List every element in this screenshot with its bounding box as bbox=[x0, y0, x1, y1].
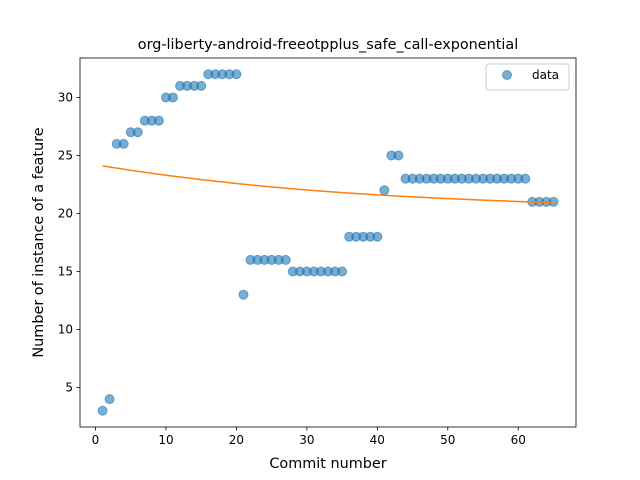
x-tick-label: 50 bbox=[440, 433, 455, 447]
legend-marker-data bbox=[502, 70, 512, 80]
data-point bbox=[168, 92, 178, 103]
data-point bbox=[372, 231, 383, 242]
data-point bbox=[196, 80, 207, 91]
data-point bbox=[280, 254, 291, 265]
data-point bbox=[231, 69, 242, 80]
data-point bbox=[379, 185, 390, 196]
y-tick-label: 15 bbox=[58, 265, 73, 279]
y-tick-label: 20 bbox=[58, 207, 73, 221]
plot-content bbox=[97, 69, 559, 416]
x-tick-label: 60 bbox=[511, 433, 526, 447]
data-point bbox=[104, 394, 115, 405]
x-axis-label: Commit number bbox=[269, 456, 386, 472]
data-point bbox=[520, 173, 531, 184]
legend-label-data: data bbox=[532, 68, 559, 82]
y-axis-label: Number of instance of a feature bbox=[31, 127, 47, 357]
y-tick-label: 25 bbox=[58, 149, 73, 163]
x-tick-label: 30 bbox=[299, 433, 314, 447]
fit-line bbox=[102, 165, 554, 204]
data-point bbox=[238, 289, 249, 300]
data-point bbox=[132, 127, 143, 138]
y-tick-label: 30 bbox=[58, 91, 73, 105]
x-tick-label: 40 bbox=[370, 433, 385, 447]
data-point bbox=[337, 266, 348, 277]
x-tick-label: 0 bbox=[92, 433, 100, 447]
x-tick-label: 10 bbox=[158, 433, 173, 447]
y-tick-label: 10 bbox=[58, 323, 73, 337]
data-point bbox=[118, 138, 129, 149]
legend: data bbox=[485, 63, 570, 91]
x-tick-label: 20 bbox=[229, 433, 244, 447]
data-point bbox=[97, 405, 108, 416]
plot-frame bbox=[79, 57, 577, 428]
chart-title: org-liberty-android-freeotpplus_safe_cal… bbox=[138, 37, 518, 53]
data-point bbox=[153, 115, 164, 126]
y-tick-label: 5 bbox=[65, 381, 73, 395]
axis-ticks: 0 10 20 30 40 50 60 5 10 15 20 25 30 bbox=[58, 91, 526, 447]
data-point bbox=[393, 150, 404, 161]
